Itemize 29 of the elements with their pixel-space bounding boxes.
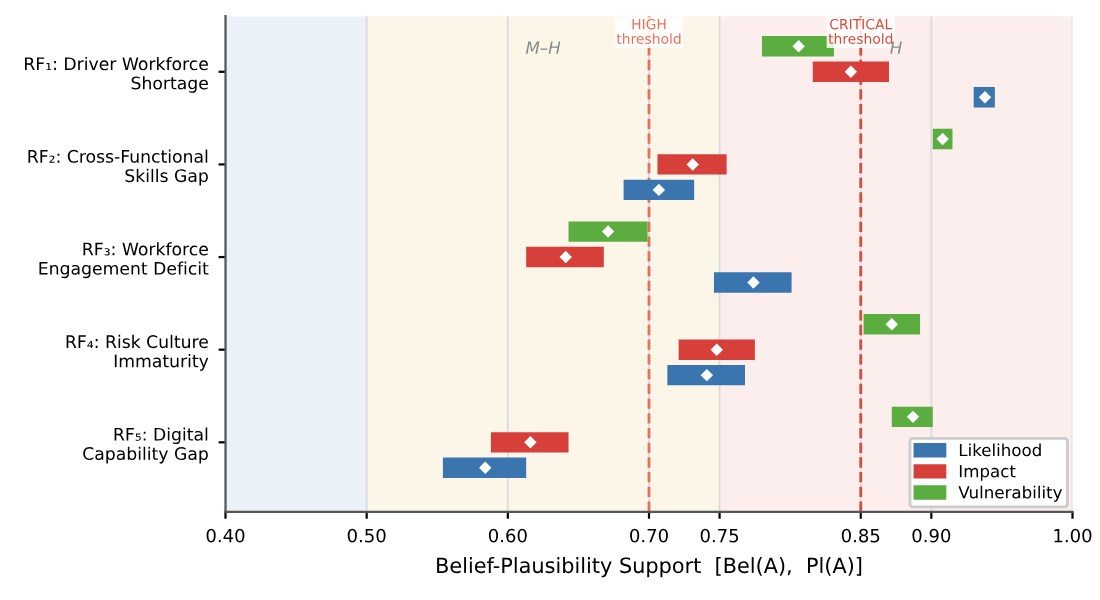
band-label: M–H	[525, 41, 561, 54]
x-tick-label: 0.75	[700, 528, 739, 543]
bar	[657, 154, 727, 175]
bar	[526, 246, 604, 268]
x-tick-label: 0.60	[488, 528, 527, 543]
bar	[713, 272, 792, 293]
legend-label: Impact	[959, 465, 1016, 481]
y-tick-label: RF₃: Workforce Engagement Deficit	[39, 242, 209, 279]
bar	[442, 457, 527, 478]
legend-label: Vulnerability	[958, 485, 1062, 502]
x-tick-label: 1.00	[1054, 528, 1092, 543]
y-tick-label: RF₄: Risk Culture Immaturity	[66, 334, 209, 371]
bar	[667, 364, 745, 386]
legend-label: Likelihood	[959, 443, 1041, 457]
x-tick-label: 0.70	[630, 528, 668, 543]
x-tick-label: 0.40	[206, 528, 245, 543]
x-tick-label: 0.90	[912, 528, 951, 543]
y-tick-label: RF₅: Digital Capability Gap	[83, 427, 208, 464]
x-axis-title: Belief-Plausibility Support [Bel(A), Pl(A)]	[437, 557, 862, 578]
bar	[678, 339, 755, 360]
x-tick-label: 0.50	[347, 528, 386, 543]
band-label: H	[890, 41, 902, 54]
y-tick-label: RF₁: Driver Workforce Shortage	[25, 56, 208, 93]
x-tick-label: 0.85	[841, 528, 880, 543]
bar	[623, 179, 695, 201]
bar	[863, 314, 921, 335]
bar	[490, 432, 569, 453]
y-tick-label: RF₂: Cross-Functional Skills Gap	[28, 149, 208, 186]
bar	[568, 221, 648, 242]
